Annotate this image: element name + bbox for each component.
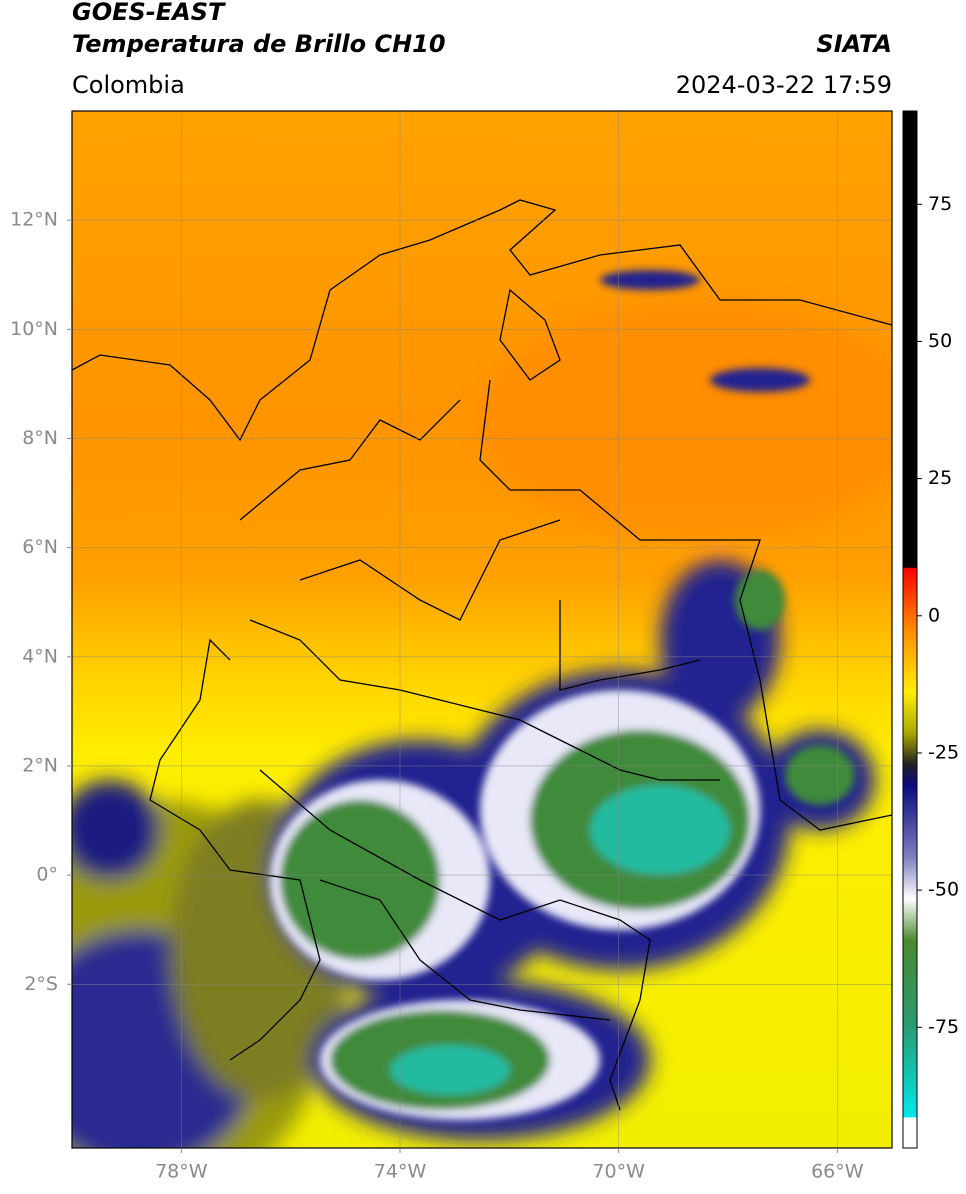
y-tick-label: 0°	[36, 864, 58, 886]
satellite-image	[72, 111, 892, 1148]
colorbar-tick-label: 25	[928, 467, 952, 489]
y-tick-label: 2°S	[24, 973, 58, 995]
x-tick-label: 78°W	[155, 1161, 208, 1183]
x-tick-label: 66°W	[811, 1161, 864, 1183]
y-tick-label: 2°N	[22, 754, 58, 776]
y-tick-label: 12°N	[10, 209, 58, 231]
y-tick-label: 6°N	[22, 536, 58, 558]
colorbar-tick-label: -50	[928, 879, 959, 901]
x-tick-label: 70°W	[592, 1161, 645, 1183]
region: Colombia	[72, 71, 185, 99]
colorbar	[902, 110, 918, 1149]
title: GOES-EAST	[72, 0, 226, 26]
source: SIATA	[816, 30, 892, 58]
y-tick-label: 8°N	[22, 427, 58, 449]
colorbar-tick-label: -75	[928, 1016, 959, 1038]
subtitle: Temperatura de Brillo CH10	[72, 30, 446, 58]
y-tick-label: 4°N	[22, 645, 58, 667]
datetime: 2024-03-22 17:59	[676, 71, 892, 99]
colorbar-tick-label: -25	[928, 741, 959, 763]
colorbar-tick-label: 75	[928, 193, 952, 215]
colorbar-tick-label: 50	[928, 330, 952, 352]
map-frame	[71, 110, 893, 1149]
x-tick-label: 74°W	[374, 1161, 427, 1183]
graticule	[72, 111, 892, 1148]
y-tick-label: 10°N	[10, 318, 58, 340]
colorbar-tick-label: 0	[928, 604, 940, 626]
